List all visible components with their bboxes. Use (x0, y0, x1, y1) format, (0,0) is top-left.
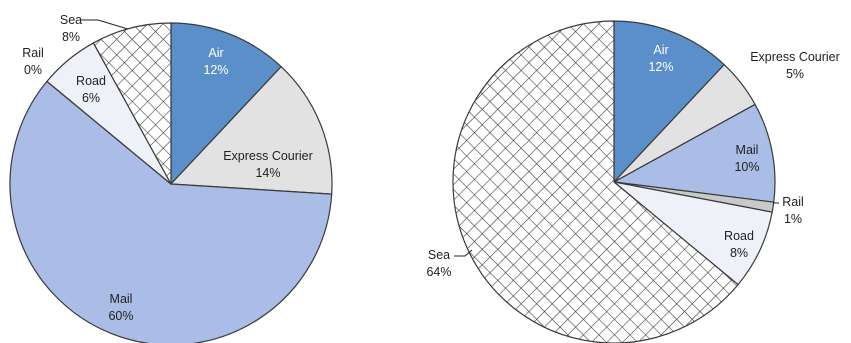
leader-line-sea (80, 19, 129, 30)
slice-label-road: Road (76, 74, 106, 88)
slice-label-sea: Sea (60, 13, 82, 27)
slice-mail (9, 80, 333, 343)
pie-slices (452, 20, 776, 343)
slice-mail (613, 103, 776, 203)
slice-label-road: Road (724, 229, 754, 243)
slice-value-express-courier: 14% (255, 166, 280, 180)
slice-value-sea: 8% (62, 30, 80, 44)
slice-air (613, 20, 725, 183)
slice-value-mail: 10% (734, 160, 759, 174)
pie-chart-left: Air 12% Express Courier 14% Mail 60% Rail 0% Roa… (9, 13, 333, 343)
slice-label-express-courier: Express Courier (223, 149, 313, 163)
slice-value-rail: 1% (784, 212, 802, 226)
slice-label-mail: Mail (110, 292, 133, 306)
pie-slices (9, 22, 333, 343)
slice-value-air: 12% (203, 63, 228, 77)
slice-sea (452, 20, 739, 343)
slice-value-mail: 60% (108, 309, 133, 323)
slice-value-rail: 0% (24, 63, 42, 77)
leader-line-sea (454, 249, 473, 257)
slice-label-air: Air (208, 46, 223, 60)
slice-value-sea: 64% (426, 265, 451, 279)
pie-chart-right: Air 12% Express Courier 5% Mail 10% Rail 1% Road… (426, 20, 840, 343)
slice-sea (92, 22, 172, 185)
slice-air (170, 22, 282, 185)
slice-value-air: 12% (648, 60, 673, 74)
slice-value-express-courier: 5% (786, 67, 804, 81)
slice-value-road: 8% (730, 246, 748, 260)
slice-label-rail: Rail (782, 195, 804, 209)
slice-label-sea: Sea (428, 248, 450, 262)
slice-label-air: Air (653, 43, 668, 57)
slice-label-rail: Rail (22, 46, 44, 60)
slice-express-courier (170, 66, 333, 195)
slice-label-express-courier: Express Courier (750, 50, 840, 64)
slice-value-road: 6% (82, 91, 100, 105)
slice-label-mail: Mail (736, 143, 759, 157)
